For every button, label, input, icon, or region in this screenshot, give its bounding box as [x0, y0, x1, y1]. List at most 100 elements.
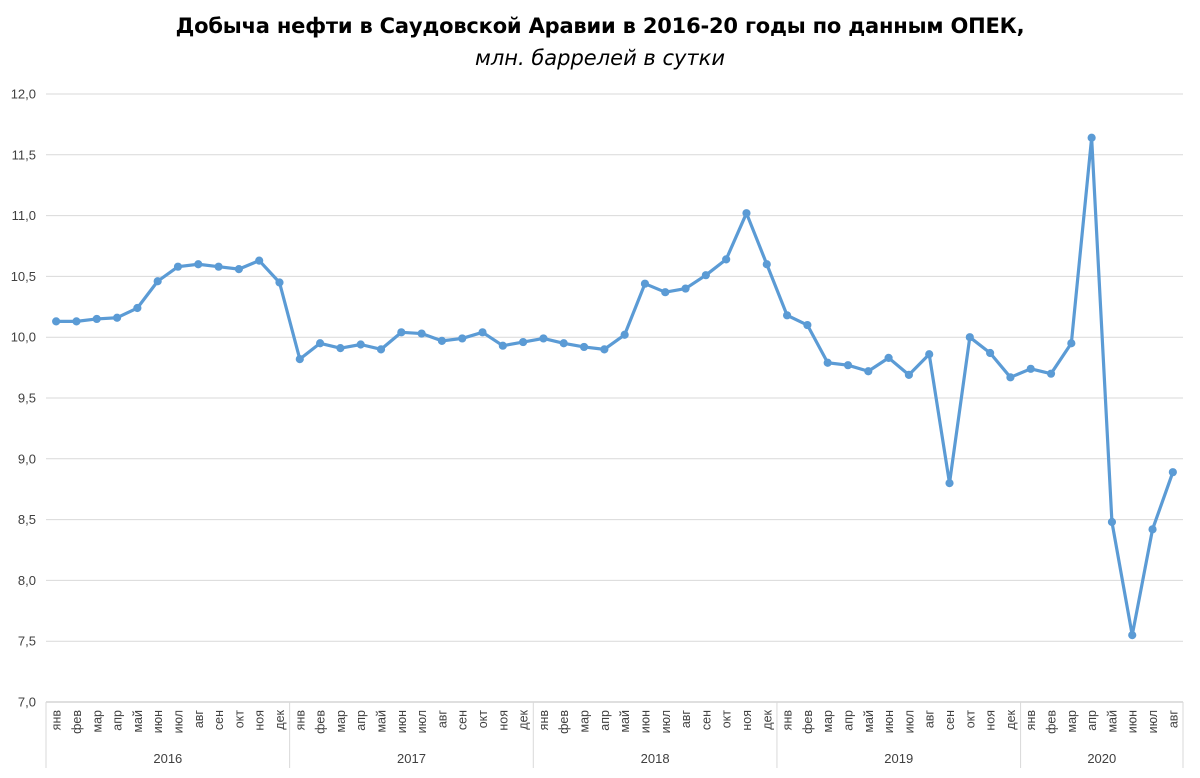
data-point	[295, 354, 304, 364]
data-point	[315, 339, 325, 348]
data-point	[112, 313, 122, 322]
x-tick-label: фев	[70, 710, 84, 734]
x-tick-label: сен	[699, 710, 713, 730]
x-tick-label: фев	[1045, 710, 1059, 734]
x-tick-label: июл	[902, 710, 916, 733]
series-line	[54, 136, 1175, 637]
data-point	[336, 344, 345, 353]
y-tick-label: 8,0	[18, 573, 36, 588]
data-point	[72, 317, 81, 326]
data-point	[864, 367, 873, 376]
x-tick-label: фев	[314, 710, 328, 734]
data-point	[1107, 517, 1117, 527]
x-tick-label: дек	[1004, 709, 1018, 729]
data-point	[762, 260, 771, 269]
x-tick-label: апр	[841, 710, 855, 731]
x-tick-label: июн	[882, 710, 896, 733]
x-tick-label: май	[131, 710, 145, 733]
data-point	[234, 265, 243, 274]
x-axis-month-ticks: янв фев мар апр май июн июл авг сен окт ноя дек янв ф…	[50, 709, 1181, 733]
series-layer	[52, 133, 1177, 640]
x-tick-label: окт	[963, 710, 977, 729]
y-tick-label: 9,0	[18, 451, 36, 466]
data-point	[701, 271, 710, 280]
data-point	[803, 320, 812, 330]
data-point	[661, 288, 670, 297]
x-tick-label: авг	[679, 710, 693, 729]
x-tick-label: янв	[1024, 710, 1038, 731]
data-point	[843, 361, 853, 370]
year-label: 2020	[1087, 751, 1116, 766]
x-tick-label: авг	[1166, 710, 1180, 729]
data-point	[986, 348, 995, 358]
data-point	[1087, 133, 1096, 142]
year-label: 2017	[397, 751, 426, 766]
data-point	[194, 260, 203, 269]
data-point	[478, 328, 487, 337]
x-axis-year-groups: 2016 2017 2018 2019 2020	[45, 702, 1184, 768]
x-tick-label: дек	[760, 709, 774, 729]
x-tick-label: дек	[273, 709, 287, 729]
data-point	[1006, 373, 1015, 382]
data-point	[742, 209, 751, 218]
chart-subtitle: млн. баррелей в сутки	[474, 46, 725, 70]
year-label: 2019	[884, 751, 913, 766]
x-tick-label: ноя	[984, 710, 998, 731]
data-point	[945, 479, 954, 488]
data-point	[275, 278, 284, 287]
y-axis-ticks: 7,0 7,5 8,0 8,5 9,0 9,5 10,0 10,5 11,0 11,5 12,0	[11, 87, 36, 710]
data-point	[437, 336, 447, 345]
x-tick-label: ноя	[253, 710, 267, 731]
x-tick-label: май	[375, 710, 389, 733]
data-point	[1148, 525, 1157, 534]
data-point	[579, 342, 589, 352]
y-tick-label: 11,5	[12, 147, 36, 162]
y-tick-label: 10,0	[11, 330, 36, 345]
x-tick-label: июн	[1126, 710, 1140, 733]
x-tick-label: ноя	[496, 710, 510, 731]
data-point	[681, 284, 690, 293]
data-point	[356, 340, 365, 349]
data-point	[397, 328, 406, 337]
x-tick-label: мар	[334, 710, 348, 733]
data-point	[1168, 468, 1177, 477]
y-tick-label: 10,5	[11, 269, 36, 284]
data-point	[925, 350, 934, 359]
x-tick-label: июн	[395, 710, 409, 733]
data-point	[519, 337, 528, 347]
x-tick-label: июн	[151, 710, 165, 733]
x-tick-label: мар	[1065, 710, 1079, 733]
data-point	[417, 329, 426, 338]
y-tick-label: 11,0	[12, 208, 36, 223]
x-tick-label: авг	[435, 710, 449, 729]
x-tick-label: фев	[801, 710, 815, 734]
data-point	[965, 333, 974, 342]
x-tick-label: авг	[192, 710, 206, 729]
data-point	[600, 345, 609, 354]
data-point	[782, 311, 792, 320]
data-point	[640, 279, 650, 288]
x-tick-label: янв	[50, 710, 64, 731]
data-point	[214, 262, 223, 271]
data-point	[884, 353, 893, 362]
data-point	[376, 345, 386, 354]
x-tick-label: сен	[943, 710, 957, 730]
x-tick-label: окт	[720, 710, 734, 729]
x-tick-label: фев	[557, 710, 571, 734]
x-tick-label: май	[618, 710, 632, 733]
data-point	[539, 334, 548, 343]
year-label: 2016	[153, 751, 182, 766]
x-tick-label: мар	[90, 710, 104, 733]
x-tick-label: авг	[923, 710, 937, 729]
data-point	[133, 303, 142, 313]
y-tick-label: 8,5	[18, 512, 36, 527]
data-point	[92, 314, 101, 324]
x-tick-label: янв	[537, 710, 551, 731]
data-point	[620, 330, 629, 339]
x-tick-label: янв	[781, 710, 795, 731]
x-tick-label: июл	[171, 710, 185, 733]
data-point	[498, 341, 507, 350]
data-point	[904, 370, 914, 379]
data-point	[1067, 339, 1076, 348]
x-tick-label: янв	[293, 710, 307, 731]
